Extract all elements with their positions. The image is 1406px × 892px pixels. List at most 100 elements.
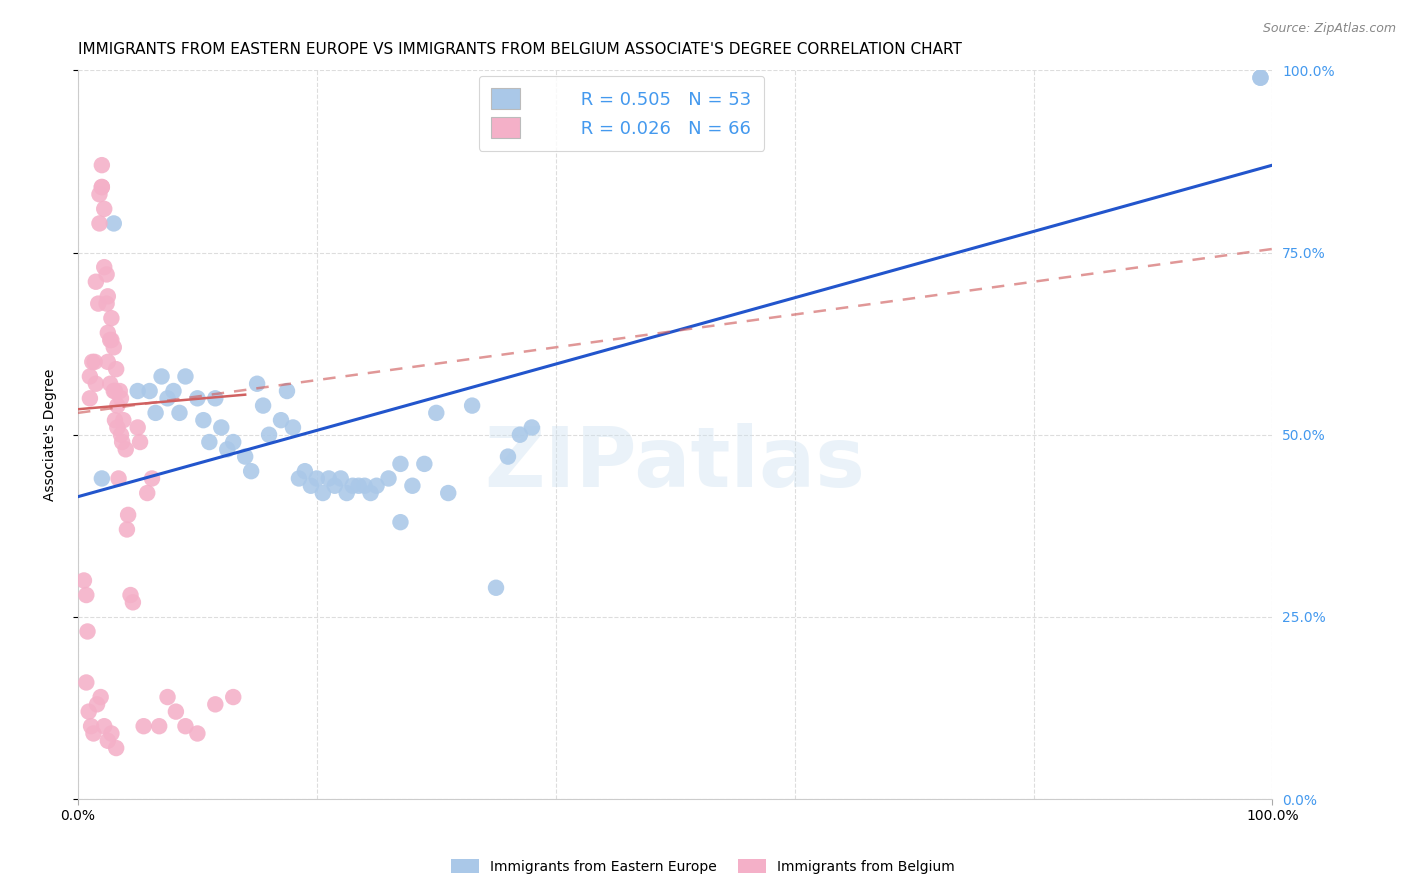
Point (246, 376, 269, 391)
Point (98, 333, 121, 347)
Point (96, 268, 118, 282)
Point (425, 406, 447, 420)
Legend:          R = 0.505   N = 53,          R = 0.026   N = 66: R = 0.505 N = 53, R = 0.026 N = 66 (478, 76, 763, 151)
Point (136, 486, 159, 500)
Point (75, 588, 97, 602)
Point (347, 479, 370, 493)
Point (270, 413, 292, 427)
Point (100, 311, 122, 326)
Point (204, 392, 226, 406)
Point (75, 675, 97, 690)
Point (97, 733, 120, 747)
Point (305, 471, 328, 485)
Text: ZIPatlas: ZIPatlas (485, 424, 866, 504)
Point (77, 705, 100, 719)
Point (120, 588, 142, 602)
Point (105, 741, 128, 756)
Point (89, 216, 111, 230)
Point (83, 355, 105, 369)
Point (198, 435, 221, 450)
Point (79, 369, 101, 384)
Point (114, 442, 136, 457)
Point (294, 464, 316, 478)
Point (148, 719, 170, 733)
Point (104, 413, 127, 427)
Point (209, 420, 232, 434)
Point (162, 384, 184, 398)
Point (73, 574, 96, 588)
Point (165, 705, 187, 719)
Point (150, 369, 173, 384)
Point (82, 726, 104, 740)
Text: Source: ZipAtlas.com: Source: ZipAtlas.com (1263, 22, 1396, 36)
Point (174, 369, 197, 384)
Point (342, 479, 364, 493)
Point (222, 435, 245, 450)
Point (93, 202, 115, 216)
Point (413, 457, 436, 471)
Point (174, 719, 197, 733)
Point (87, 296, 110, 310)
Point (110, 427, 132, 442)
Point (193, 413, 215, 427)
Point (111, 435, 134, 450)
Point (90, 158, 112, 172)
Point (112, 413, 135, 427)
Point (485, 581, 508, 595)
Point (520, 420, 543, 434)
Point (105, 362, 128, 376)
Point (82, 355, 104, 369)
Point (90, 180, 112, 194)
Point (217, 442, 239, 457)
Point (108, 384, 131, 398)
Legend: Immigrants from Eastern Europe, Immigrants from Belgium: Immigrants from Eastern Europe, Immigran… (444, 852, 962, 880)
Point (97, 326, 120, 340)
Point (86, 698, 108, 712)
Point (169, 406, 191, 420)
Point (79, 392, 101, 406)
Point (110, 392, 132, 406)
Point (233, 450, 256, 464)
Y-axis label: Associate's Degree: Associate's Degree (44, 368, 58, 501)
Point (89, 187, 111, 202)
Point (129, 435, 152, 450)
Point (281, 420, 304, 434)
Point (252, 399, 274, 413)
Point (186, 726, 208, 740)
Point (93, 260, 115, 275)
Text: IMMIGRANTS FROM EASTERN EUROPE VS IMMIGRANTS FROM BELGIUM ASSOCIATE'S DEGREE COR: IMMIGRANTS FROM EASTERN EUROPE VS IMMIGR… (77, 42, 962, 57)
Point (97, 355, 120, 369)
Point (103, 384, 125, 398)
Point (156, 392, 179, 406)
Point (122, 595, 145, 609)
Point (366, 479, 388, 493)
Point (100, 726, 122, 740)
Point (329, 471, 352, 485)
Point (496, 450, 519, 464)
Point (312, 486, 335, 500)
Point (84, 376, 107, 391)
Point (96, 296, 118, 310)
Point (80, 719, 103, 733)
Point (318, 471, 340, 485)
Point (240, 464, 263, 478)
Point (257, 427, 280, 442)
Point (127, 420, 149, 434)
Point (138, 384, 160, 398)
Point (93, 719, 115, 733)
Point (401, 479, 423, 493)
Point (100, 333, 122, 347)
Point (509, 427, 531, 442)
Point (156, 690, 179, 704)
Point (141, 471, 163, 485)
Point (132, 719, 155, 733)
Point (186, 392, 208, 406)
Point (145, 406, 167, 420)
Point (107, 471, 129, 485)
Point (105, 420, 128, 434)
Point (105, 399, 128, 413)
Point (84, 275, 107, 289)
Point (288, 471, 311, 485)
Point (323, 479, 346, 493)
Point (98, 376, 121, 391)
